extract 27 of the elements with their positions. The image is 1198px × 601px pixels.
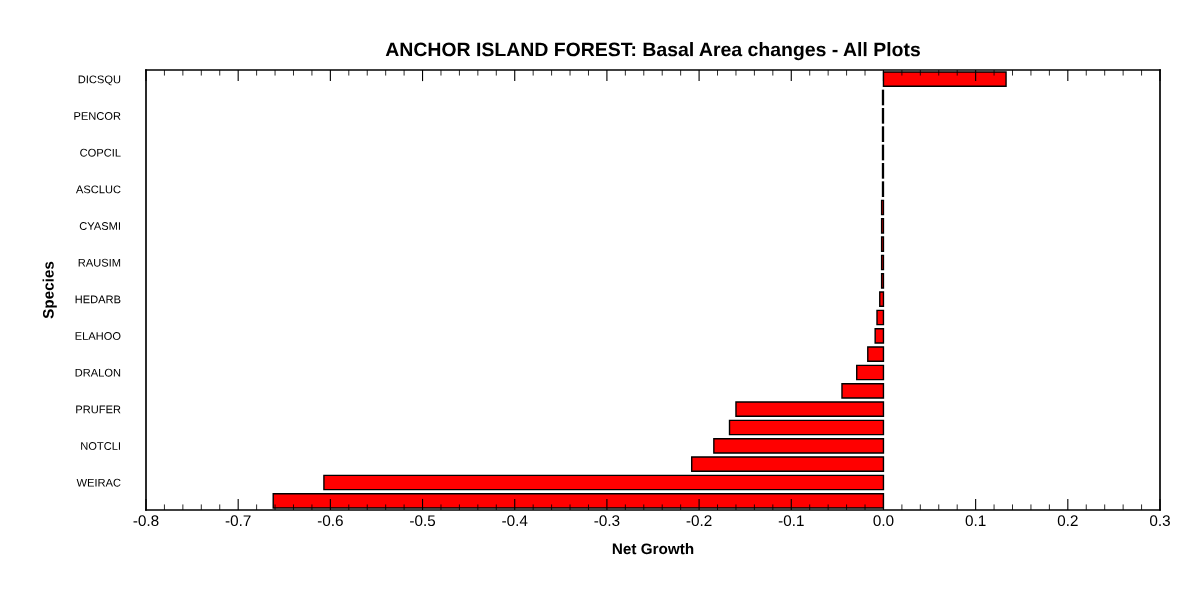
- y-tick-label: CYASMI: [79, 222, 120, 230]
- y-tick-label: PENCOR: [74, 112, 121, 120]
- chart-title: ANCHOR ISLAND FOREST: Basal Area changes - All Plots: [385, 42, 920, 61]
- y-tick-label: HEDARB: [75, 295, 121, 304]
- y-tick-label: DRALON: [75, 368, 121, 377]
- x-tick-label: -0.7: [225, 515, 251, 527]
- x-tick-label: 0.1: [965, 515, 986, 527]
- y-tick-label: RAUSIM: [78, 258, 121, 267]
- x-tick-label: 0.2: [1057, 515, 1078, 527]
- y-tick-label: ASCLUC: [75, 185, 121, 194]
- x-tick-label: 0.3: [1149, 515, 1170, 527]
- y-tick-label: PRUFER: [76, 405, 121, 414]
- x-tick-label: -0.6: [317, 515, 343, 527]
- x-tick-label: -0.1: [778, 515, 804, 527]
- x-tick-label: -0.4: [502, 515, 528, 527]
- x-tick-label: 0.0: [873, 515, 894, 527]
- y-tick-label: NOTCLI: [81, 442, 120, 450]
- x-axis-title: Net Growth: [612, 542, 694, 555]
- y-tick-label: DICSQU: [78, 75, 121, 86]
- x-tick-label: -0.2: [686, 515, 712, 527]
- y-axis-title: Species: [42, 261, 57, 319]
- y-tick-label: ELAHOO: [75, 332, 121, 340]
- x-tick-label: -0.8: [133, 515, 159, 527]
- y-tick-label: WEIRAC: [76, 478, 121, 487]
- y-tick-label: COPCIL: [80, 148, 121, 157]
- x-tick-label: -0.5: [410, 515, 436, 527]
- x-tick-label: -0.3: [594, 515, 620, 527]
